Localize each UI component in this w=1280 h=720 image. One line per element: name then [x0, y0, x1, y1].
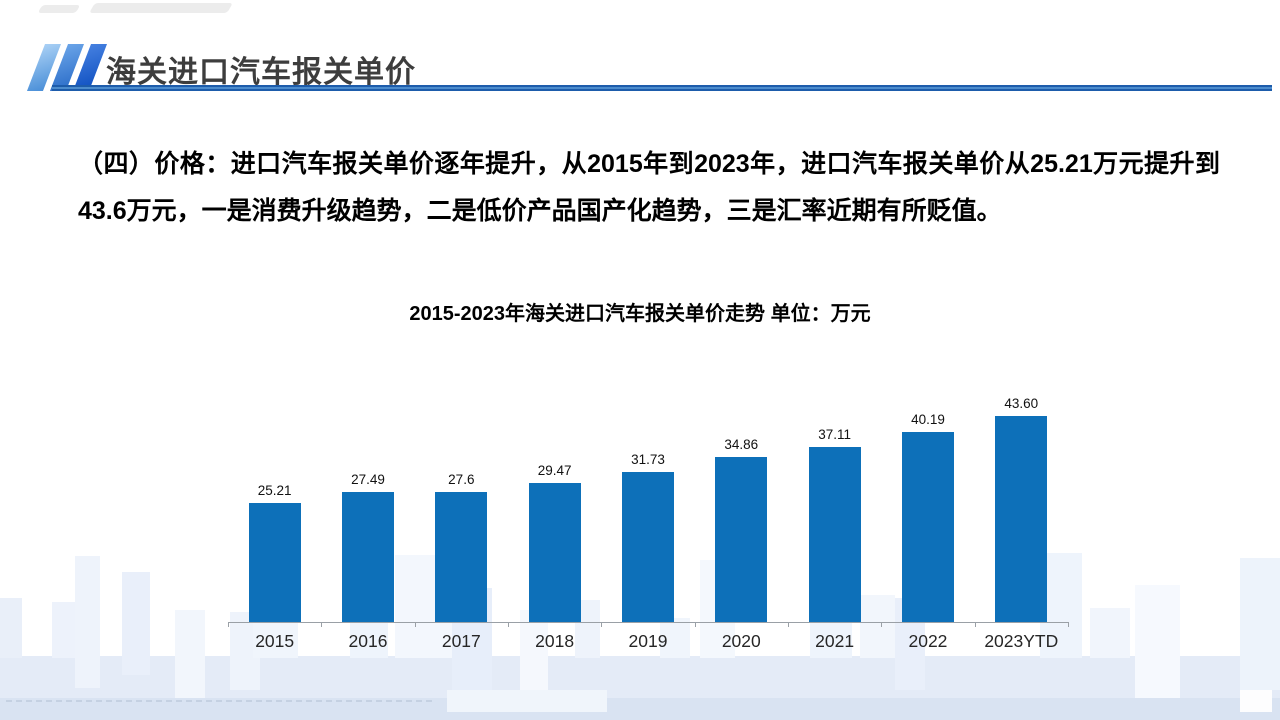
chart-xlabels: 2015 2016 2017 2018 2019 2020 2021 2022 2023YTD [228, 631, 1068, 652]
bar-cell: 27.49 [321, 390, 414, 622]
bar [248, 503, 301, 622]
bar [995, 416, 1048, 622]
skyline-building [175, 610, 205, 700]
swoosh-shape [89, 3, 233, 13]
swoosh-shape [37, 5, 81, 13]
axis-tick [1068, 622, 1069, 627]
bar [808, 447, 861, 622]
skyline-band [0, 656, 1280, 700]
bar-value-label: 29.47 [537, 463, 572, 478]
skyline-building [660, 618, 690, 658]
bar-cell: 40.19 [881, 390, 974, 622]
x-axis-label: 2019 [628, 631, 668, 651]
page-title: 海关进口汽车报关单价 [106, 56, 416, 89]
chart-title: 2015-2023年海关进口汽车报关单价走势 单位：万元 [409, 303, 871, 325]
axis-tick [787, 622, 789, 627]
bar [528, 483, 581, 622]
x-axis-label: 2020 [721, 631, 761, 651]
skyline-building [52, 602, 75, 658]
axis-tick [694, 622, 696, 627]
bar-value-label: 27.6 [448, 472, 475, 487]
skyline-notch [1240, 690, 1272, 712]
bar [901, 432, 954, 622]
axis-tick [881, 622, 883, 627]
axis-tick [414, 622, 416, 627]
axis-tick [507, 622, 509, 627]
bar-value-label: 40.19 [911, 412, 945, 427]
bar-value-label: 34.86 [724, 437, 759, 452]
bar-value-label: 37.11 [818, 427, 852, 442]
bar-value-label: 43.60 [1004, 396, 1039, 411]
x-axis-label: 2018 [535, 631, 575, 651]
skyline-building [1240, 558, 1280, 690]
bar [621, 472, 674, 622]
axis-tick [974, 622, 976, 627]
x-axis-label: 2016 [348, 631, 388, 651]
bar [715, 457, 768, 622]
x-axis-label: 2017 [441, 631, 481, 651]
skyline-building [75, 556, 100, 688]
chart-x-axis [228, 622, 1069, 627]
skyline-building [860, 595, 895, 658]
bar-cell: 37.11 [788, 390, 881, 622]
skyline-building [0, 598, 22, 658]
x-axis-label: 2022 [908, 631, 948, 651]
skyline-building [1135, 585, 1180, 720]
x-axis-label: 2023YTD [984, 631, 1059, 651]
bar-cell: 31.73 [601, 390, 694, 622]
bar-cell: 29.47 [508, 390, 601, 622]
bar-value-label: 31.73 [631, 452, 665, 467]
bar-cell: 25.21 [228, 390, 321, 622]
bar-cell: 34.86 [695, 390, 788, 622]
x-axis-label: 2015 [255, 631, 295, 651]
bar-cell: 43.60 [975, 390, 1068, 622]
bar-value-label: 27.49 [351, 472, 385, 487]
skyline-building [1090, 608, 1130, 658]
bar-value-label: 25.21 [257, 483, 292, 498]
bar [435, 492, 488, 622]
dashed-line-decoration [6, 700, 432, 702]
skyline-building [122, 572, 150, 675]
axis-tick [321, 622, 323, 627]
axis-tick [601, 622, 603, 627]
bar-cell: 27.6 [415, 390, 508, 622]
x-axis-label: 2021 [815, 631, 855, 651]
header-underline [52, 85, 1272, 91]
skyline-notch [447, 690, 607, 712]
chart-bars: 25.21 27.49 27.6 29.47 31.73 34.86 37.11 40.19 4… [228, 390, 1068, 622]
body-paragraph: （四）价格：进口汽车报关单价逐年提升，从2015年到2023年，进口汽车报关单价… [78, 150, 1220, 225]
axis-tick [228, 622, 229, 627]
skyline-band [0, 698, 1280, 720]
bar [341, 492, 394, 622]
